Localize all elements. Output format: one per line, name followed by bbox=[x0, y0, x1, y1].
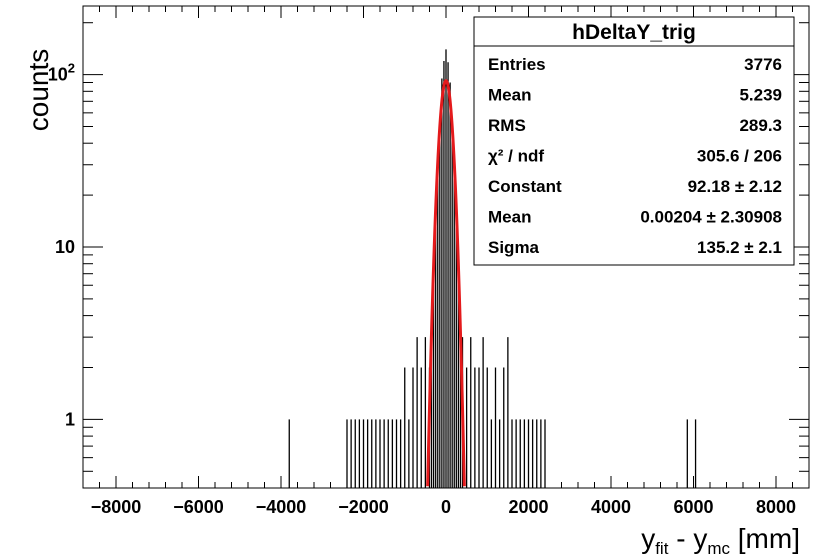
y-tick-label: 1 bbox=[65, 409, 75, 429]
x-tick-label: −8000 bbox=[91, 497, 142, 517]
x-tick-label: 8000 bbox=[756, 497, 796, 517]
x-axis-title: yfit - ymc [mm] bbox=[641, 523, 800, 557]
stats-row-label: RMS bbox=[488, 116, 526, 135]
stats-row-value: 92.18 ± 2.12 bbox=[688, 177, 782, 196]
stats-row-label: Constant bbox=[488, 177, 562, 196]
stats-row-value: 0.00204 ± 2.30908 bbox=[640, 208, 782, 227]
stats-rows: Entries 3776 Mean 5.239 RMS 289.3 χ² / ndf 305.… bbox=[488, 55, 782, 257]
stats-row-value: 3776 bbox=[744, 55, 782, 74]
x-tick-label: −2000 bbox=[338, 497, 389, 517]
stats-row-value: 135.2 ± 2.1 bbox=[697, 238, 782, 257]
stats-row-label: Entries bbox=[488, 55, 546, 74]
x-axis-subscript-mc: mc bbox=[707, 539, 730, 557]
x-axis-subscript-fit: fit bbox=[655, 539, 669, 557]
histogram-bars bbox=[288, 49, 697, 488]
x-tick-label: 4000 bbox=[591, 497, 631, 517]
x-tick-label: 2000 bbox=[508, 497, 548, 517]
y-axis-title: counts bbox=[23, 49, 54, 132]
x-tick-label: 6000 bbox=[673, 497, 713, 517]
stats-box: hDeltaY_trig Entries 3776 Mean 5.239 RMS 289.… bbox=[473, 16, 795, 266]
stats-row-value: 5.239 bbox=[739, 86, 782, 105]
stats-row-label: Mean bbox=[488, 208, 531, 227]
stats-row-value: 305.6 / 206 bbox=[697, 147, 782, 166]
stats-title: hDeltaY_trig bbox=[572, 21, 696, 44]
stats-row-value: 289.3 bbox=[739, 116, 782, 135]
stats-row-label: Mean bbox=[488, 86, 531, 105]
axes: −8000 −6000 −4000 −2000 0 2000 4000 6000 8000 1 10… bbox=[48, 6, 810, 517]
x-tick-label: 0 bbox=[441, 497, 451, 517]
y-tick-label: 10 bbox=[55, 237, 75, 257]
y-tick-label: 102 bbox=[48, 61, 75, 85]
x-tick-label: −4000 bbox=[256, 497, 307, 517]
stats-box-frame bbox=[473, 16, 795, 266]
stats-row-label: χ² / ndf bbox=[488, 147, 544, 166]
x-tick-label: −6000 bbox=[173, 497, 224, 517]
stats-row-label: Sigma bbox=[488, 238, 540, 257]
gaussian-fit-curve bbox=[426, 79, 466, 487]
